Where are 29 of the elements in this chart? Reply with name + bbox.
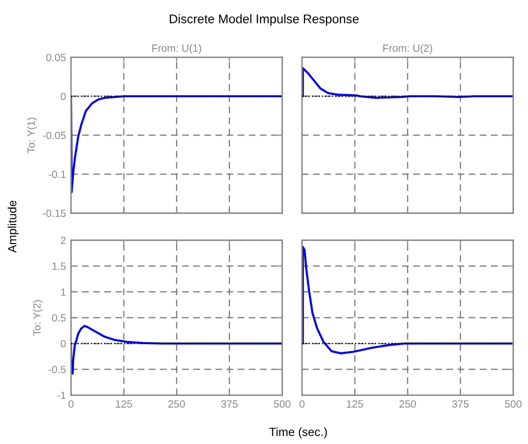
- x-tick-label: 125: [116, 400, 132, 408]
- y-tick-label: -0.1: [48, 170, 66, 178]
- x-tick-label: 250: [168, 400, 185, 408]
- x-tick-label: 500: [274, 400, 290, 408]
- x-tick-label: 125: [346, 400, 364, 408]
- y-tick-label: 0.05: [46, 54, 66, 62]
- y-tick-label: -0.5: [48, 366, 66, 374]
- y-tick-label: 1: [61, 288, 66, 296]
- x-tick-label: 375: [452, 400, 469, 408]
- y-axis-title: To: Y(1): [27, 118, 37, 154]
- x-tick-label: 375: [221, 400, 238, 408]
- y-tick-label: 2: [60, 236, 66, 244]
- x-tick-label: 500: [504, 400, 522, 408]
- x-tick-label: 0: [68, 400, 74, 408]
- y-tick-label: 0: [60, 340, 66, 348]
- y-tick-label: -0.15: [42, 210, 66, 217]
- text: Amplitude: [8, 200, 19, 253]
- text: Time (sec.): [269, 427, 327, 438]
- text: Discrete Model Impulse Response: [170, 14, 359, 26]
- y-tick-label: 0: [60, 92, 66, 100]
- x-tick-label: 0: [300, 400, 305, 408]
- chart-title: From: U(1): [152, 44, 202, 54]
- y-tick-label: -0.05: [42, 132, 66, 140]
- y-tick-label: 0.5: [52, 314, 66, 322]
- y-tick-label: 1.5: [52, 262, 66, 270]
- y-axis-title: To: Y(2): [32, 300, 43, 336]
- chart-title: From: U(2): [383, 44, 432, 54]
- y-tick-label: -1: [57, 392, 66, 399]
- x-tick-label: 250: [399, 400, 416, 408]
